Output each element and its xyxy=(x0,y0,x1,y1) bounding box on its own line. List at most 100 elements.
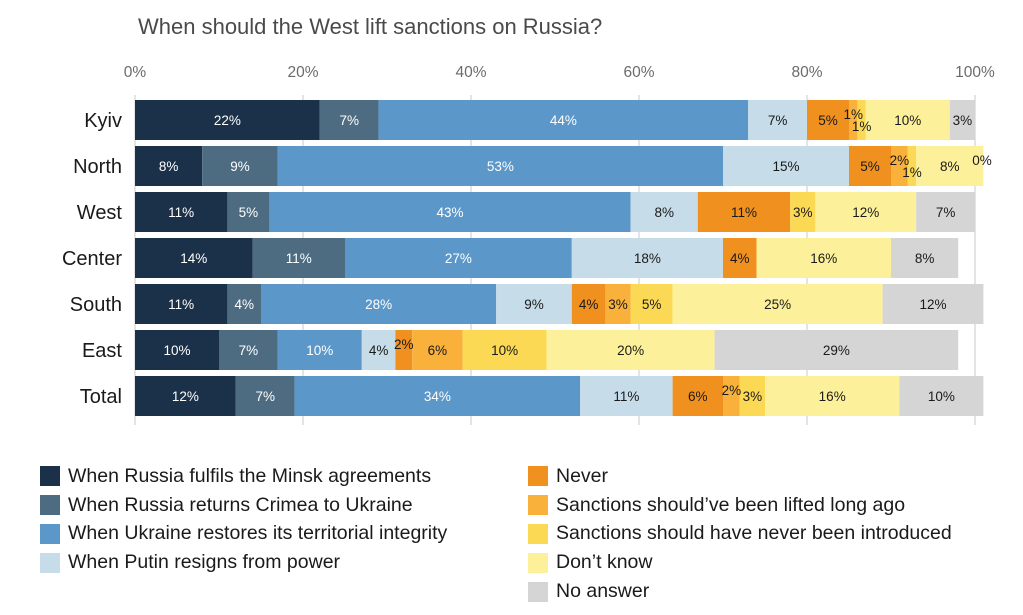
data-label: 10% xyxy=(894,113,921,128)
x-tick-label: 20% xyxy=(287,64,318,81)
data-label: 8% xyxy=(915,251,935,266)
legend-swatch xyxy=(40,495,60,516)
chart-title: When should the West lift sanctions on R… xyxy=(138,14,602,39)
bar-segment xyxy=(765,376,900,416)
data-label: 8% xyxy=(654,205,674,220)
legend-item-territorial-integrity: When Ukraine restores its territorial in… xyxy=(40,520,447,549)
legend-swatch xyxy=(528,523,548,544)
bar-segment xyxy=(949,100,975,140)
legend-item-putin-resigns: When Putin resigns from power xyxy=(40,548,447,577)
legend-label: Never xyxy=(556,464,609,487)
bar-segment xyxy=(395,330,413,370)
legend-item-no-answer: No answer xyxy=(528,577,952,606)
legend-label: Sanctions should have never been introdu… xyxy=(556,522,952,545)
bar-segment xyxy=(748,100,807,140)
data-label: 10% xyxy=(306,343,333,358)
bar-segment xyxy=(807,100,849,140)
legend-swatch xyxy=(40,523,60,544)
stacked-bar-chart: When should the West lift sanctions on R… xyxy=(62,14,995,425)
data-label: 16% xyxy=(810,251,837,266)
data-label: 4% xyxy=(730,251,750,266)
data-label: 11% xyxy=(168,297,194,312)
legend-right-column: Never Sanctions should’ve been lifted lo… xyxy=(528,462,952,606)
bar-segment xyxy=(277,146,723,186)
bar-segment xyxy=(672,376,723,416)
bar-segment xyxy=(916,146,984,186)
legend-left-column: When Russia fulfils the Minsk agreements… xyxy=(40,462,447,577)
legend-swatch xyxy=(528,581,548,602)
bars xyxy=(135,100,984,416)
bar-segment xyxy=(899,376,984,416)
bar-segment xyxy=(378,100,749,140)
data-label: 20% xyxy=(617,343,644,358)
bar-segment xyxy=(546,330,715,370)
category-label: Total xyxy=(80,386,122,408)
legend-item-lifted-long-ago: Sanctions should’ve been lifted long ago xyxy=(528,491,952,520)
data-label: 15% xyxy=(772,159,799,174)
data-label: 2% xyxy=(722,383,742,398)
bar-segment xyxy=(135,284,228,324)
x-tick-label: 60% xyxy=(623,64,654,81)
data-label: 27% xyxy=(445,251,472,266)
bar-segment xyxy=(412,330,463,370)
data-label: 5% xyxy=(642,297,662,312)
data-label: 14% xyxy=(180,251,207,266)
data-label: 12% xyxy=(919,297,946,312)
data-label: 10% xyxy=(928,389,955,404)
data-label: 4% xyxy=(369,343,389,358)
data-label: 25% xyxy=(764,297,791,312)
legend-item-never: Never xyxy=(528,462,952,491)
bar-segment xyxy=(135,330,219,370)
data-label: 28% xyxy=(365,297,392,312)
bar-segment xyxy=(135,376,236,416)
bar-segment xyxy=(235,376,295,416)
bar-segment xyxy=(891,146,908,186)
bar-segment xyxy=(907,146,917,186)
bar-segment xyxy=(361,330,396,370)
bar-segment xyxy=(227,192,270,232)
legend-swatch xyxy=(528,466,548,487)
bar-segment xyxy=(227,284,261,324)
data-label: 8% xyxy=(159,159,179,174)
bar-segment xyxy=(252,238,345,278)
bar-segment xyxy=(135,100,320,140)
bar-segment xyxy=(630,192,698,232)
data-label: 6% xyxy=(428,343,448,358)
bar-segment xyxy=(697,192,791,232)
bar-segment xyxy=(462,330,547,370)
bar-segment xyxy=(580,376,673,416)
bar-segment xyxy=(790,192,816,232)
bar-segment xyxy=(135,192,228,232)
data-label: 11% xyxy=(286,251,312,266)
bar-segment xyxy=(345,238,572,278)
bar-segment xyxy=(849,100,858,140)
bar-segment xyxy=(857,100,866,140)
bar-segment xyxy=(135,146,203,186)
data-label: 3% xyxy=(793,205,813,220)
legend-swatch xyxy=(528,552,548,573)
bar-segment xyxy=(882,284,984,324)
legend-label: When Putin resigns from power xyxy=(68,551,341,574)
data-label: 12% xyxy=(852,205,879,220)
data-label: 10% xyxy=(163,343,190,358)
data-label: 6% xyxy=(688,389,708,404)
data-label: 29% xyxy=(823,343,850,358)
bar-segment xyxy=(723,238,757,278)
legend-label: When Russia returns Crimea to Ukraine xyxy=(68,493,413,516)
data-label: 2% xyxy=(394,337,414,352)
data-label: 5% xyxy=(818,113,838,128)
x-tick-label: 40% xyxy=(455,64,486,81)
category-label: West xyxy=(77,202,123,224)
legend-label: No answer xyxy=(556,580,650,603)
bar-segment xyxy=(756,238,891,278)
bar-segment xyxy=(865,100,950,140)
legend-item-crimea: When Russia returns Crimea to Ukraine xyxy=(40,491,447,520)
legend-swatch xyxy=(40,466,60,487)
data-label: 22% xyxy=(214,113,241,128)
category-label: Center xyxy=(62,248,122,270)
legend-label: When Russia fulfils the Minsk agreements xyxy=(68,464,432,487)
data-label: 3% xyxy=(953,113,973,128)
y-axis-categories: Kyiv North West Center South East Total xyxy=(62,110,122,408)
bar-segment xyxy=(261,284,497,324)
